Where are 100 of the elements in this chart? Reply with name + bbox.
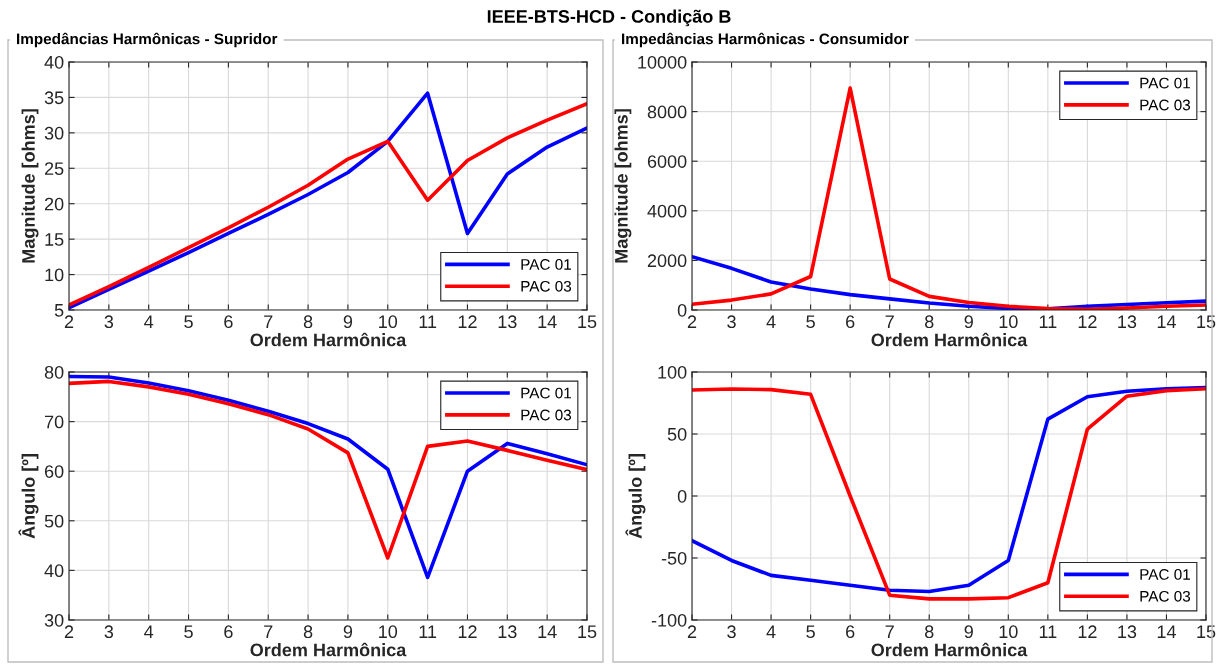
x-tick-label: 14 xyxy=(538,625,557,638)
y-tick-label: 0 xyxy=(677,303,687,317)
y-tick-label: -100 xyxy=(651,613,687,627)
legend-label: PAC 01 xyxy=(521,259,571,270)
x-tick-label: 10 xyxy=(999,315,1018,329)
chart-subtitle: Impedâncias Harmônicas - Consumidor xyxy=(622,32,909,48)
legend-label: PAC 01 xyxy=(1140,569,1190,580)
y-tick-label: 80 xyxy=(44,365,64,379)
x-tick-label: 7 xyxy=(885,315,894,328)
x-tick-label: 12 xyxy=(1078,315,1097,328)
y-tick-label: 50 xyxy=(44,514,64,528)
y-tick-label: 30 xyxy=(44,126,64,140)
x-tick-label: 7 xyxy=(264,315,273,328)
text: PAC 01 xyxy=(521,387,571,399)
x-tick-label: 6 xyxy=(846,315,855,329)
x-tick-label: 12 xyxy=(1078,625,1097,638)
y-tick-label: 4000 xyxy=(647,204,687,218)
chart-title: IEEE-BTS-HCD - Condição B xyxy=(487,9,731,27)
x-tick-label: 3 xyxy=(727,625,736,639)
x-tick-label: 3 xyxy=(104,625,114,639)
y-tick-label: 5 xyxy=(54,304,64,317)
legend-label: PAC 03 xyxy=(1140,99,1191,111)
x-tick-label: 14 xyxy=(538,315,557,328)
y-tick-label: 40 xyxy=(44,564,64,578)
y-tick-label: 30 xyxy=(44,613,64,627)
legend-label: PAC 03 xyxy=(1140,590,1191,602)
x-tick-label: 10 xyxy=(999,625,1018,639)
x-tick-label: 3 xyxy=(104,315,114,329)
x-tick-label: 13 xyxy=(498,625,517,639)
x-tick-label: 5 xyxy=(806,625,815,639)
x-tick-label: 13 xyxy=(1118,315,1137,329)
x-tick-label: 11 xyxy=(1039,315,1057,328)
legend-label: PAC 03 xyxy=(521,409,572,421)
y-tick-label: -50 xyxy=(661,551,687,565)
x-tick-label: 11 xyxy=(419,315,437,328)
x-tick-label: 7 xyxy=(264,625,273,638)
y-tick-label: 35 xyxy=(44,91,64,105)
x-tick-label: 9 xyxy=(964,315,973,329)
x-tick-label: 15 xyxy=(1197,625,1216,639)
x-tick-label: 4 xyxy=(766,315,776,328)
y-tick-label: 2000 xyxy=(647,254,687,268)
y-tick-label: 0 xyxy=(677,489,687,503)
x-tick-label: 5 xyxy=(184,625,193,639)
x-tick-label: 7 xyxy=(885,625,894,638)
x-tick-label: 13 xyxy=(498,315,517,329)
x-axis-title: Ordem Harmônica xyxy=(871,332,1028,347)
chart-subtitle: Impedâncias Harmônicas - Supridor xyxy=(17,32,278,48)
legend-label: PAC 03 xyxy=(521,280,572,292)
x-tick-label: 2 xyxy=(687,315,697,328)
x-axis-title: Ordem Harmônica xyxy=(250,642,407,657)
x-tick-label: 6 xyxy=(224,315,233,329)
x-tick-label: 14 xyxy=(1157,625,1176,638)
x-tick-label: 15 xyxy=(1197,315,1216,329)
x-tick-label: 8 xyxy=(303,315,313,329)
x-tick-label: 12 xyxy=(458,625,477,638)
x-tick-label: 8 xyxy=(924,315,934,329)
y-axis-title: Magnitude [ohms] xyxy=(21,109,39,263)
x-tick-label: 3 xyxy=(727,315,736,329)
x-tick-label: 15 xyxy=(578,315,597,329)
y-tick-label: 70 xyxy=(44,415,64,429)
x-tick-label: 14 xyxy=(1157,315,1176,328)
x-tick-label: 8 xyxy=(924,625,934,639)
x-tick-label: 9 xyxy=(964,625,973,639)
y-axis-title: Ângulo [º] xyxy=(625,454,646,539)
y-tick-label: 15 xyxy=(45,233,64,246)
y-tick-label: 10000 xyxy=(638,55,687,69)
x-tick-label: 11 xyxy=(1039,625,1057,638)
x-tick-label: 10 xyxy=(379,625,398,639)
x-tick-label: 2 xyxy=(64,625,74,638)
x-axis-title: Ordem Harmônica xyxy=(871,642,1028,657)
x-axis-title: Ordem Harmônica xyxy=(250,332,407,347)
x-tick-label: 4 xyxy=(144,625,154,638)
x-tick-label: 12 xyxy=(458,315,477,328)
x-tick-label: 15 xyxy=(578,625,597,639)
x-tick-label: 11 xyxy=(419,625,437,638)
x-tick-label: 9 xyxy=(343,315,353,329)
x-tick-label: 6 xyxy=(846,625,855,639)
y-axis-title: Ângulo [º] xyxy=(18,454,39,539)
x-tick-label: 10 xyxy=(379,315,398,329)
y-axis-title: Magnitude [ohms] xyxy=(614,109,632,263)
y-tick-label: 50 xyxy=(667,427,687,441)
y-tick-label: 25 xyxy=(44,162,64,176)
y-tick-label: 40 xyxy=(44,55,64,69)
legend-label: PAC 01 xyxy=(1140,77,1190,89)
x-tick-label: 4 xyxy=(766,625,776,638)
x-tick-label: 2 xyxy=(64,315,74,328)
x-tick-label: 6 xyxy=(224,625,233,639)
x-tick-label: 2 xyxy=(687,625,697,638)
y-tick-label: 60 xyxy=(44,465,64,478)
x-tick-label: 5 xyxy=(184,315,193,329)
x-tick-label: 4 xyxy=(144,315,154,328)
x-tick-label: 13 xyxy=(1118,625,1137,639)
x-tick-label: 5 xyxy=(806,315,815,329)
y-tick-label: 20 xyxy=(44,197,64,211)
y-tick-label: 8000 xyxy=(647,105,687,119)
x-tick-label: 9 xyxy=(343,625,353,639)
y-tick-label: 100 xyxy=(658,365,687,379)
x-tick-label: 8 xyxy=(303,625,313,639)
y-tick-label: 10 xyxy=(45,268,64,282)
y-tick-label: 6000 xyxy=(647,155,687,168)
